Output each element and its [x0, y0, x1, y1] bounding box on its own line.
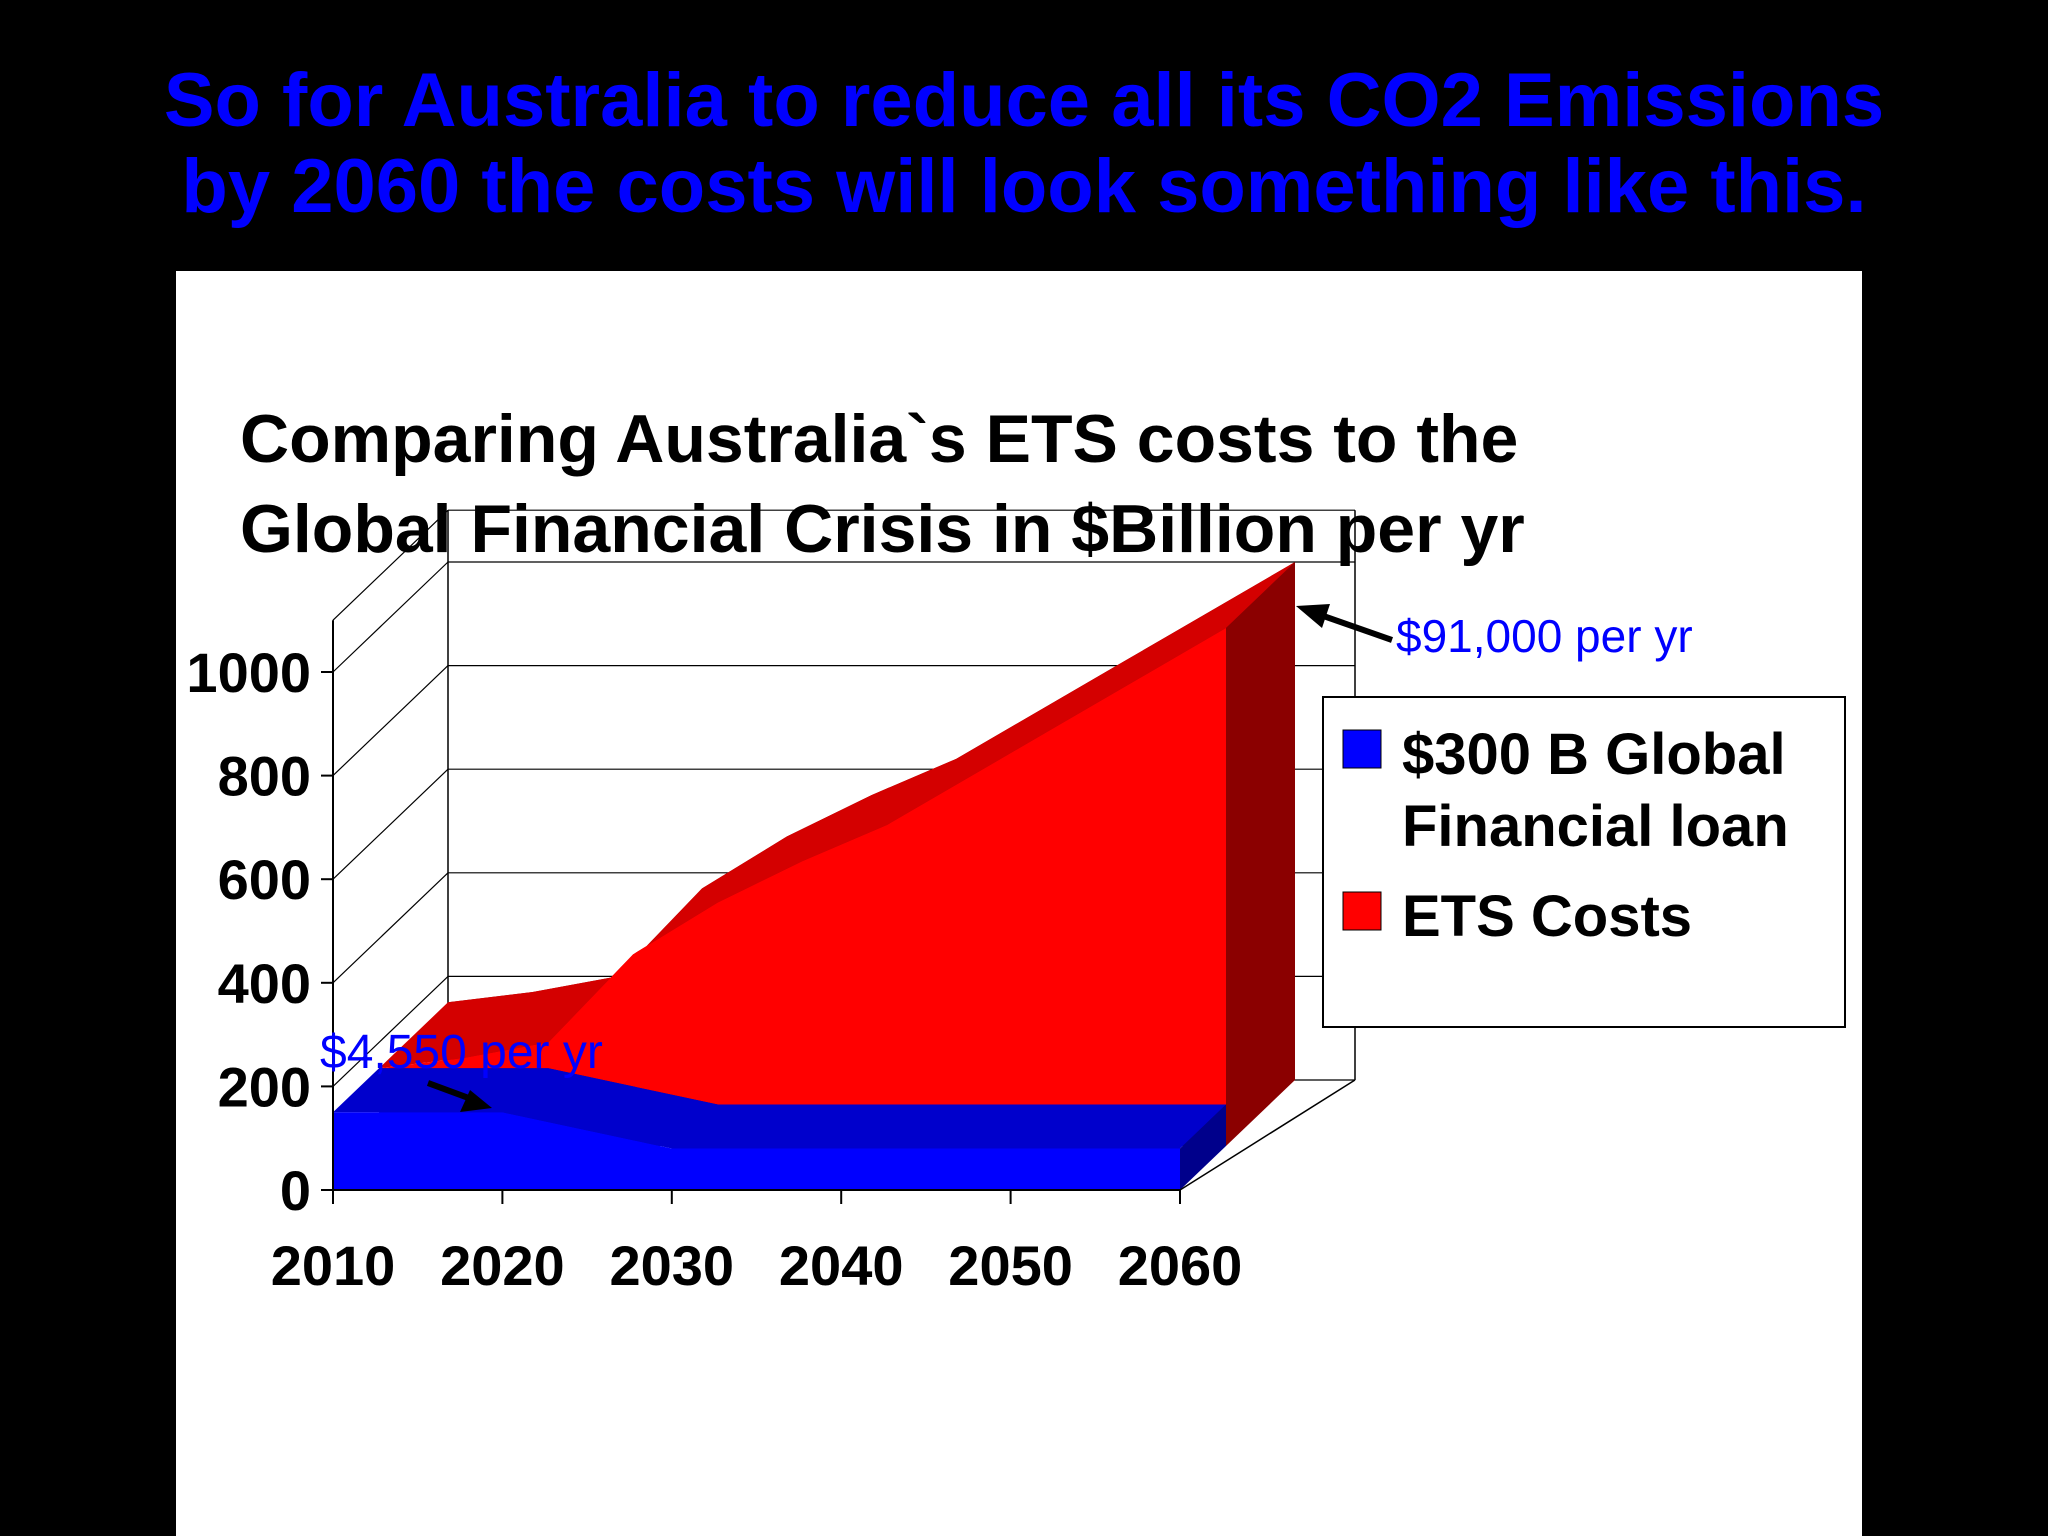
legend-swatch — [1342, 729, 1382, 769]
y-tick-label: 0 — [280, 1159, 311, 1222]
side-wall-gridline — [332, 872, 449, 984]
x-tick-label: 2060 — [1118, 1234, 1243, 1297]
side-wall-top-edge — [332, 509, 449, 621]
series-end-cap — [1226, 562, 1295, 1146]
series-top-surface — [379, 562, 1295, 1069]
chart-title-line-1: Comparing Australia`s ETS costs to the — [240, 401, 1518, 477]
series-front-face — [379, 628, 1226, 1146]
annotation-arrowhead-4550 — [460, 1090, 492, 1112]
legend-box — [1322, 696, 1846, 1028]
chart-title-line-2: Global Financial Crisis in $Billion per … — [240, 491, 1525, 567]
side-wall-gridline — [332, 975, 449, 1087]
y-tick-label: 600 — [218, 848, 311, 911]
side-wall-gridline — [332, 561, 449, 673]
series-1 — [379, 562, 1295, 1146]
annotation-arrow-4550 — [426, 1080, 476, 1103]
y-tick-label: 400 — [218, 952, 311, 1015]
legend-label: $300 B Global Financial loan — [1402, 722, 1789, 859]
slide-title-line-1: So for Australia to reduce all its CO2 E… — [163, 58, 1885, 143]
slide-title: So for Australia to reduce all its CO2 E… — [0, 58, 2048, 230]
series-front-face — [333, 1112, 1180, 1190]
floor-right-edge — [1179, 1079, 1356, 1191]
annotation-arrowhead-91000 — [1296, 604, 1330, 628]
y-tick-label: 200 — [218, 1055, 311, 1118]
legend-label: ETS Costs — [1402, 884, 1692, 949]
series-0 — [333, 1068, 1226, 1190]
x-tick-label: 2050 — [948, 1234, 1073, 1297]
y-tick-label: 1000 — [186, 641, 311, 704]
x-tick-label: 2040 — [779, 1234, 904, 1297]
x-tick-label: 2020 — [440, 1234, 565, 1297]
y-tick-label: 800 — [218, 745, 311, 808]
annotation-91000: $91,000 per yr — [1396, 610, 1693, 662]
legend-swatch — [1342, 891, 1382, 931]
annotation-4550: $4,550 per yr — [320, 1026, 603, 1079]
x-tick-label: 2010 — [271, 1234, 396, 1297]
slide-title-line-2: by 2060 the costs will look something li… — [181, 144, 1867, 229]
series-top-surface — [333, 1068, 1226, 1149]
series-end-cap — [1180, 1104, 1226, 1190]
x-tick-label: 2030 — [610, 1234, 735, 1297]
side-wall-gridline — [332, 768, 449, 880]
side-wall-gridline — [332, 665, 449, 777]
